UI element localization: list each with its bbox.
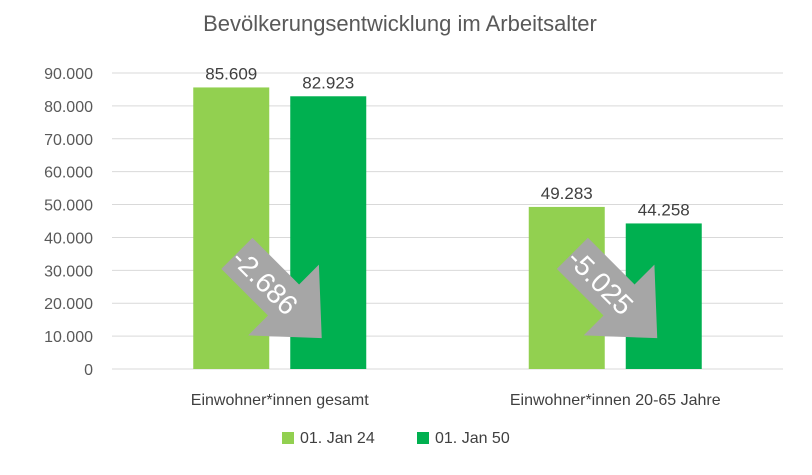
legend-label: 01. Jan 50 — [435, 430, 510, 447]
x-tick-label: Einwohner*innen gesamt — [191, 392, 369, 409]
y-tick-label: 50.000 — [44, 198, 93, 215]
legend-label: 01. Jan 24 — [300, 430, 375, 447]
bar — [193, 87, 270, 369]
y-tick-label: 0 — [84, 362, 93, 379]
y-tick-label: 80.000 — [44, 99, 93, 116]
chart-title: Bevölkerungsentwicklung im Arbeitsalter — [203, 11, 597, 36]
y-tick-label: 60.000 — [44, 165, 93, 182]
data-label: 85.609 — [205, 64, 257, 83]
y-tick-label: 70.000 — [44, 132, 93, 149]
y-tick-label: 90.000 — [44, 66, 93, 83]
y-tick-label: 20.000 — [44, 296, 93, 313]
legend-swatch — [417, 432, 429, 444]
legend-swatch — [282, 432, 294, 444]
data-label: 82.923 — [302, 73, 354, 92]
arrow-shape — [556, 237, 658, 339]
y-tick-label: 40.000 — [44, 230, 93, 247]
x-tick-label: Einwohner*innen 20-65 Jahre — [510, 392, 721, 409]
y-tick-label: 10.000 — [44, 329, 93, 346]
x-axis: Einwohner*innen gesamt Einwohner*innen 20… — [191, 392, 721, 409]
change-arrows: -2.686 -5.025 — [221, 237, 658, 339]
data-label: 49.283 — [541, 184, 593, 203]
legend: 01. Jan 24 01. Jan 50 — [282, 430, 510, 447]
arrow-shape — [221, 237, 322, 339]
y-axis: 0 10.000 20.000 30.000 40.000 50.000 60.000 70.… — [44, 66, 93, 379]
y-tick-label: 30.000 — [44, 263, 93, 280]
data-label: 44.258 — [638, 200, 690, 219]
